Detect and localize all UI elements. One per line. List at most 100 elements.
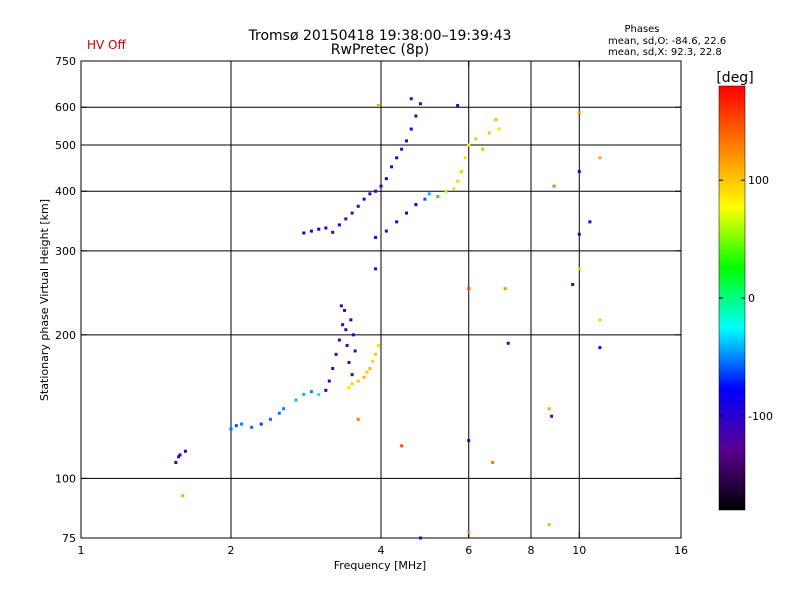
data-point xyxy=(324,226,328,230)
data-point xyxy=(368,192,372,196)
colorbar-ticks: 100 0 -100 xyxy=(719,174,773,423)
data-point xyxy=(467,439,471,443)
data-point xyxy=(353,349,357,353)
data-point xyxy=(268,417,272,421)
data-point xyxy=(550,414,554,418)
data-point xyxy=(400,444,404,448)
y-axis-label: Stationary phase Virtual Height [km] xyxy=(38,199,51,401)
data-point xyxy=(376,104,380,108)
data-point xyxy=(374,267,378,271)
y-tick-label: 300 xyxy=(55,245,76,258)
data-point xyxy=(339,304,343,308)
data-point xyxy=(494,118,498,122)
data-point xyxy=(456,179,460,183)
stats-line-x: mean, sd,X: 92.3, 22.8 xyxy=(608,47,722,58)
data-point xyxy=(347,360,351,364)
data-point xyxy=(577,267,581,271)
y-tick-label: 600 xyxy=(55,101,76,114)
colorbar-tick-label: -100 xyxy=(748,410,773,423)
data-point xyxy=(229,427,233,431)
data-point xyxy=(409,127,413,131)
data-point xyxy=(341,323,345,327)
data-point xyxy=(250,425,254,429)
data-point xyxy=(547,407,551,411)
data-point xyxy=(174,460,178,464)
x-tick-label: 2 xyxy=(228,544,235,557)
data-point xyxy=(347,386,351,390)
data-point xyxy=(177,455,181,459)
y-tick-label: 400 xyxy=(55,185,76,198)
data-point xyxy=(356,379,360,383)
data-point xyxy=(183,449,187,453)
data-point xyxy=(356,417,360,421)
data-point xyxy=(302,231,306,235)
data-point xyxy=(427,192,431,196)
data-point xyxy=(598,346,602,350)
data-point xyxy=(362,197,366,201)
data-point xyxy=(404,211,408,215)
data-point xyxy=(277,411,281,415)
data-point xyxy=(317,227,321,231)
data-points xyxy=(174,97,602,540)
x-tick-label: 1 xyxy=(78,544,85,557)
colorbar-tick-label: 100 xyxy=(748,174,769,187)
data-point xyxy=(302,392,306,396)
data-point xyxy=(343,308,347,312)
data-point xyxy=(552,184,556,188)
data-point xyxy=(452,187,456,191)
data-point xyxy=(282,407,286,411)
y-tick-label: 200 xyxy=(55,329,76,342)
data-point xyxy=(444,189,448,193)
data-point xyxy=(374,235,378,239)
data-point xyxy=(481,147,485,151)
data-point xyxy=(344,328,348,332)
data-point xyxy=(327,379,331,383)
data-point xyxy=(350,382,354,386)
data-point xyxy=(463,156,467,160)
data-point xyxy=(344,217,348,221)
data-point xyxy=(400,147,404,151)
data-point xyxy=(395,156,399,160)
data-point xyxy=(404,139,408,143)
data-point xyxy=(467,531,471,535)
x-axis-label: Frequency [MHz] xyxy=(334,559,426,572)
data-point xyxy=(178,453,182,457)
data-point xyxy=(577,110,581,114)
data-point xyxy=(577,169,581,173)
data-point xyxy=(309,229,313,233)
x-tick-label: 6 xyxy=(465,544,472,557)
data-point xyxy=(588,220,592,224)
data-point xyxy=(384,229,388,233)
data-point xyxy=(337,338,341,342)
data-point xyxy=(331,366,335,370)
data-point xyxy=(423,197,427,201)
stats-title: Phases xyxy=(624,24,659,35)
data-point xyxy=(365,370,369,374)
data-point xyxy=(436,194,440,198)
data-point xyxy=(349,318,353,322)
data-point xyxy=(409,97,413,101)
colorbar-label: [deg] xyxy=(716,70,753,86)
data-point xyxy=(384,177,388,181)
data-point xyxy=(309,390,313,394)
data-point xyxy=(331,230,335,234)
data-point xyxy=(390,165,394,169)
data-point xyxy=(362,375,366,379)
data-point xyxy=(577,232,581,236)
data-point xyxy=(337,223,341,227)
data-point xyxy=(240,422,244,426)
data-point xyxy=(571,282,575,286)
x-tick-label: 10 xyxy=(572,544,586,557)
data-point xyxy=(598,318,602,322)
data-point xyxy=(259,422,263,426)
data-point xyxy=(414,114,418,118)
data-point xyxy=(356,204,360,208)
chart-title-line1: Tromsø 20150418 19:38:00–19:39:43 xyxy=(248,28,512,44)
y-tick-label: 750 xyxy=(55,55,76,68)
data-point xyxy=(547,523,551,527)
colorbar: [deg] 100 0 -100 xyxy=(716,70,773,511)
data-point xyxy=(456,104,460,108)
data-point xyxy=(506,341,510,345)
data-point xyxy=(317,392,321,396)
